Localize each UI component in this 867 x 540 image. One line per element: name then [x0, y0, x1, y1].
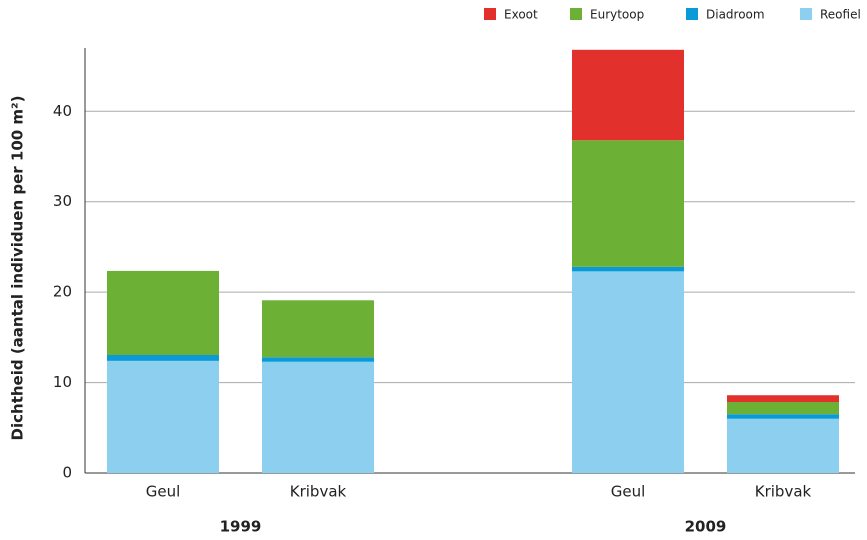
x-tick-label: Kribvak: [290, 483, 347, 501]
bar-segment: [107, 360, 219, 473]
bar-segment: [262, 300, 374, 358]
bar-segment: [262, 361, 374, 473]
group-label: 2009: [685, 518, 727, 536]
legend-swatch: [570, 8, 582, 20]
x-tick-label: Geul: [146, 483, 181, 501]
bar-segment: [572, 266, 684, 272]
legend-swatch: [800, 8, 812, 20]
bar-segment: [262, 357, 374, 362]
y-tick-label: 0: [62, 464, 72, 482]
y-tick-label: 40: [53, 102, 72, 120]
bar-segment: [727, 402, 839, 415]
legend: Exoot Eurytoop Diadroom Reofiel: [484, 8, 861, 22]
bar-segment: [572, 271, 684, 473]
y-tick-label: 20: [53, 283, 72, 301]
legend-label: Reofiel: [820, 8, 861, 22]
bar-segment: [572, 140, 684, 267]
bar-segment: [107, 354, 219, 361]
legend-label: Diadroom: [706, 8, 765, 22]
bar-segment: [107, 270, 219, 355]
y-tick-label: 30: [53, 192, 72, 210]
y-axis-label: Dichtheid (aantal individuen per 100 m²): [9, 96, 27, 441]
legend-label: Exoot: [504, 8, 538, 22]
legend-swatch: [484, 8, 496, 20]
group-label: 1999: [220, 518, 262, 536]
legend-label: Eurytoop: [590, 8, 644, 22]
bar-segment: [572, 49, 684, 141]
x-tick-label: Geul: [611, 483, 646, 501]
bar-segment: [727, 414, 839, 419]
legend-swatch: [686, 8, 698, 20]
x-tick-label: Kribvak: [755, 483, 812, 501]
y-tick-label: 10: [53, 373, 72, 391]
bar-segment: [727, 395, 839, 403]
bar-segment: [727, 418, 839, 473]
